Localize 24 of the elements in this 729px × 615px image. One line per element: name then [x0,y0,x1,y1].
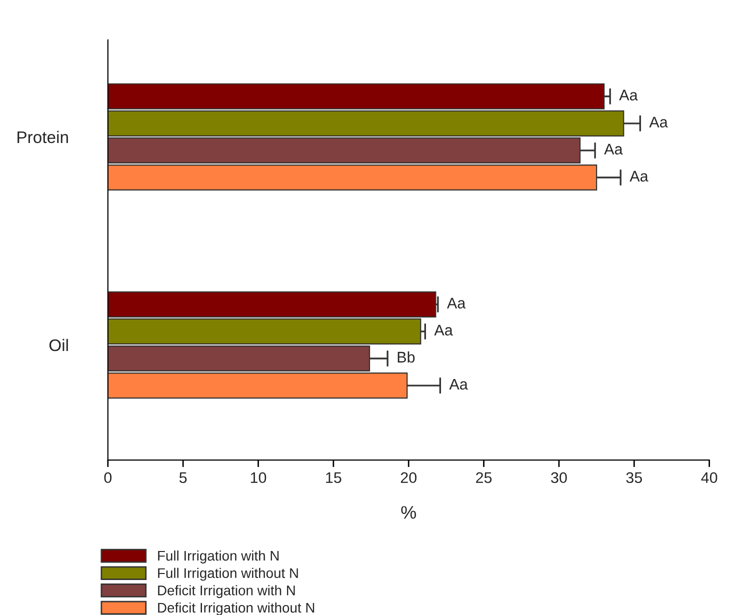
data-label: Aa [619,90,638,100]
legend-label: Full Irrigation with N [158,550,279,564]
x-tick-label: 25 [476,472,492,484]
x-tick-label: 35 [626,472,642,484]
data-label: Aa [434,324,453,336]
legend-label: Full Irrigation without N [158,568,298,581]
data-label: Aa [449,378,468,390]
x-tick-label: 5 [179,472,187,484]
data-label: Bb [398,351,415,363]
x-tick-label: 40 [701,472,718,484]
data-label: Aa [446,298,466,309]
x-axis-title: % [401,506,416,519]
data-label: Aa [630,170,648,182]
x-tick-label: 15 [326,472,342,484]
legend-label: Deficit Irrigation with N [158,585,295,598]
x-tick-label: 0 [104,472,112,484]
x-tick-label: 30 [551,472,567,484]
legend-label: Deficit Irrigation without N [158,602,314,615]
data-label: Aa [649,116,668,128]
y-tick-label: Protein [18,130,68,144]
x-tick-label: 10 [250,472,266,484]
x-tick-label: 20 [400,472,417,484]
y-tick-label: Oil [49,338,68,352]
data-label: Aa [604,144,623,155]
